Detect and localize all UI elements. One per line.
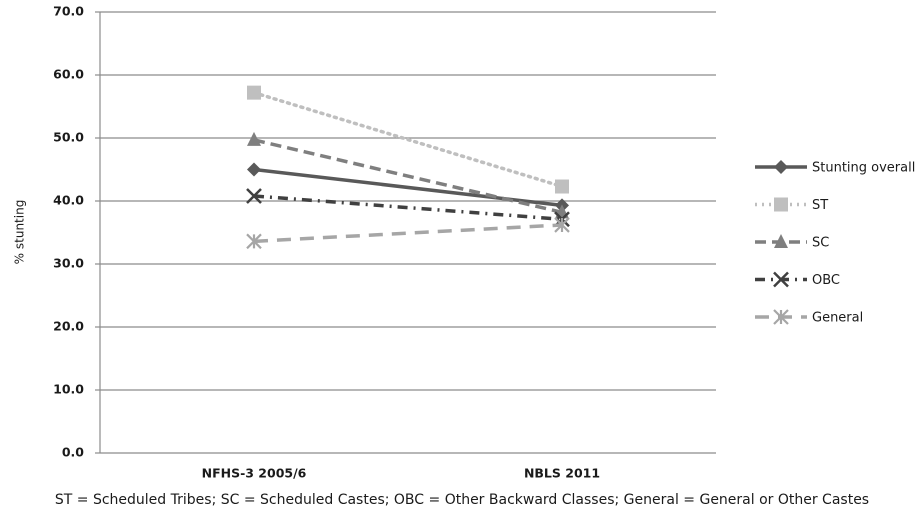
series-line	[253, 223, 563, 244]
x-tick-label: NFHS-3 2005/6	[202, 466, 307, 481]
legend-marker	[774, 197, 788, 212]
data-point	[247, 85, 261, 100]
legend-marker	[773, 271, 789, 288]
data-point	[246, 188, 262, 204]
legend-label: ST	[812, 198, 828, 213]
series-line	[252, 90, 564, 189]
data-point	[554, 217, 570, 233]
y-tick-label: 50.0	[53, 130, 84, 145]
legend-marker	[773, 309, 789, 325]
data-point	[247, 131, 261, 146]
legend-label: OBC	[812, 273, 840, 288]
y-tick-label: 10.0	[53, 382, 84, 397]
y-tick-label: 20.0	[53, 319, 84, 334]
legend-label: SC	[812, 236, 829, 251]
series-line	[253, 138, 563, 215]
legend-marker	[774, 160, 788, 174]
legend-marker	[774, 234, 788, 248]
y-tick-label: 0.0	[62, 445, 84, 460]
y-tick-label: 70.0	[53, 4, 84, 19]
y-tick-label: 30.0	[53, 256, 84, 271]
legend-label: General	[812, 311, 863, 326]
series-line	[253, 194, 563, 222]
y-tick-label: 60.0	[53, 67, 84, 82]
data-point	[246, 233, 262, 250]
footnote: ST = Scheduled Tribes; SC = Scheduled Ca…	[55, 492, 869, 508]
data-point	[247, 162, 261, 177]
data-point	[555, 179, 569, 194]
x-tick-label: NBLS 2011	[524, 466, 600, 481]
legend-label: Stunting overall	[812, 161, 915, 176]
y-tick-label: 40.0	[53, 193, 84, 208]
y-axis-label: % stunting	[13, 200, 27, 265]
